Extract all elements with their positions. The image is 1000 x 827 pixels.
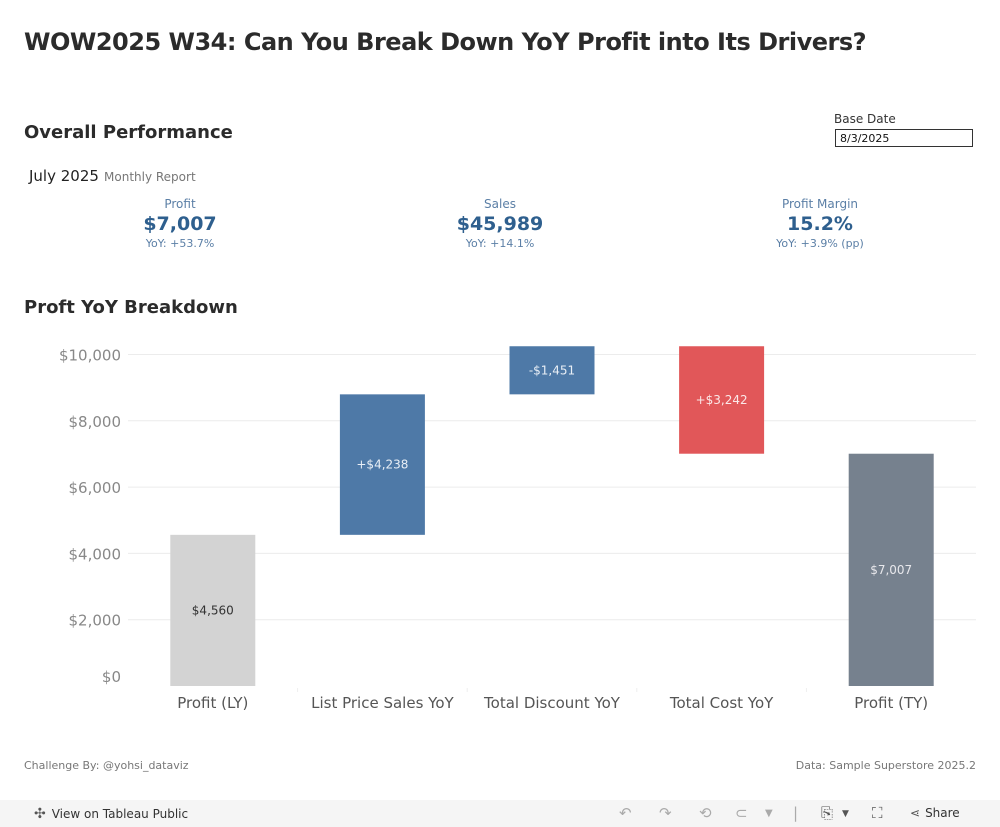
report-month: July 2025 xyxy=(29,167,99,185)
view-on-tableau-public-link[interactable]: ✣ View on Tableau Public xyxy=(34,806,188,822)
share-icon: ⋖ xyxy=(910,806,921,820)
view-link-label: View on Tableau Public xyxy=(51,807,189,821)
bar-profit-ly xyxy=(170,534,256,686)
redo-icon[interactable]: ↷ xyxy=(659,804,672,822)
x-axis: Profit (LY) List Price Sales YoY Total Dis… xyxy=(177,688,928,712)
tableau-toolbar: ✣ View on Tableau Public ↶ ↷ ⟲ ⊂ ▼ | ⎘ ▼… xyxy=(0,800,1000,827)
tableau-logo-icon: ✣ xyxy=(34,806,46,822)
undo-icon[interactable]: ↶ xyxy=(619,804,632,822)
kpi-yoy: YoY: +53.7% xyxy=(145,237,215,250)
base-date-input[interactable] xyxy=(835,129,973,147)
kpi-value: $7,007 xyxy=(143,213,217,235)
x-tick-label: Total Discount YoY xyxy=(483,694,621,712)
report-period: July 2025 Monthly Report xyxy=(29,166,196,185)
base-date-label: Base Date xyxy=(834,112,896,126)
kpi-yoy: YoY: +3.9% (pp) xyxy=(776,237,864,250)
y-tick-label: $2,000 xyxy=(69,612,122,630)
data-label: -$1,451 xyxy=(529,363,575,377)
page-title: WOW2025 W34: Can You Break Down YoY Prof… xyxy=(24,28,867,56)
overall-performance-heading: Overall Performance xyxy=(24,122,233,143)
data-label: $4,560 xyxy=(192,603,234,617)
refresh-icon[interactable]: ⊂ xyxy=(735,804,748,822)
download-dropdown-icon[interactable]: ▼ xyxy=(842,809,849,819)
fullscreen-icon[interactable]: ⛶ xyxy=(872,804,883,822)
report-type: Monthly Report xyxy=(104,170,196,184)
waterfall-chart: $0 $2,000 $4,000 $6,000 $8,000 $10,000 $4,560… xyxy=(59,346,976,712)
y-tick-label: $0 xyxy=(102,668,121,686)
kpi-value: 15.2% xyxy=(787,213,853,235)
share-button[interactable]: ⋖ Share xyxy=(910,806,960,820)
y-tick-label: $8,000 xyxy=(69,413,122,431)
kpi-yoy: YoY: +14.1% xyxy=(465,237,535,250)
kpi-value: $45,989 xyxy=(456,213,544,235)
challenge-credit: Challenge By: @yohsi_dataviz xyxy=(24,759,189,772)
x-tick-label: List Price Sales YoY xyxy=(311,694,454,712)
y-axis: $0 $2,000 $4,000 $6,000 $8,000 $10,000 xyxy=(59,347,121,687)
bar-profit-ty xyxy=(848,453,934,686)
y-tick-label: $6,000 xyxy=(69,479,122,497)
y-tick-label: $10,000 xyxy=(59,347,121,365)
data-source: Data: Sample Superstore 2025.2 xyxy=(795,759,976,772)
kpi-label: Profit Margin xyxy=(781,197,859,211)
kpi-sales: Sales $45,989 YoY: +14.1% xyxy=(380,197,620,250)
data-label: +$4,238 xyxy=(356,458,408,472)
share-label: Share xyxy=(925,806,960,820)
kpi-label: Profit xyxy=(164,197,196,211)
kpi-label: Sales xyxy=(484,197,516,211)
refresh-dropdown-icon[interactable]: ▼ xyxy=(765,808,773,819)
x-tick-label: Profit (TY) xyxy=(854,694,928,712)
bar-total-cost-yoy xyxy=(679,346,765,454)
kpi-profit-margin: Profit Margin 15.2% YoY: +3.9% (pp) xyxy=(700,197,940,250)
y-tick-label: $4,000 xyxy=(69,545,122,563)
download-icon[interactable]: ⎘ xyxy=(821,804,834,822)
toolbar-divider: | xyxy=(793,804,799,822)
bars: $4,560 +$4,238 -$1,451 +$3,242 $7,007 xyxy=(170,346,934,686)
bar-list-price-sales-yoy xyxy=(339,394,425,535)
data-label: $7,007 xyxy=(870,563,912,577)
bar-total-discount-yoy xyxy=(509,346,595,395)
x-tick-label: Profit (LY) xyxy=(177,694,248,712)
x-tick-label: Total Cost YoY xyxy=(669,694,774,712)
breakdown-heading: Proft YoY Breakdown xyxy=(24,297,238,318)
data-label: +$3,242 xyxy=(696,393,748,407)
revert-icon[interactable]: ⟲ xyxy=(699,804,712,822)
kpi-profit: Profit $7,007 YoY: +53.7% xyxy=(60,197,300,250)
